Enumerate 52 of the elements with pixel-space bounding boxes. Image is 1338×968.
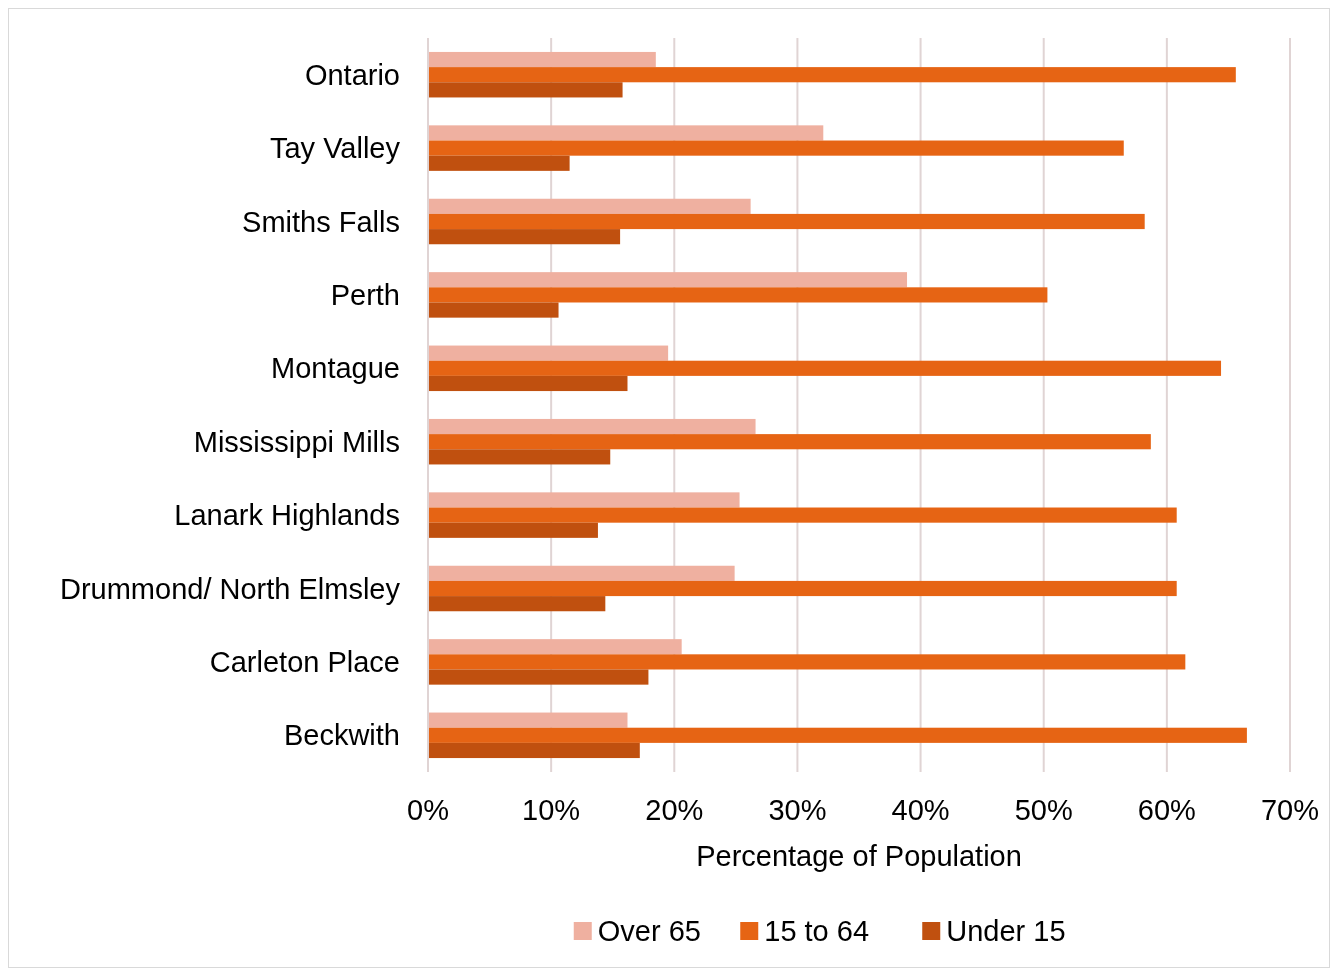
bar [428, 67, 1236, 83]
bar [428, 596, 606, 612]
bar [428, 375, 628, 392]
bar [428, 492, 740, 508]
bar [428, 727, 1247, 743]
x-tick-label: 10% [522, 794, 581, 826]
x-tick-label: 40% [891, 794, 950, 826]
x-axis-title: Percentage of Population [696, 840, 1022, 872]
bar [428, 434, 1151, 450]
bar [428, 125, 824, 141]
bar [428, 580, 1177, 597]
bar [428, 345, 669, 361]
bar [428, 449, 611, 465]
bar [428, 360, 1222, 376]
bar [428, 287, 1048, 303]
legend-label: Under 15 [946, 915, 1066, 947]
y-tick-label: Drummond/ North Elmsley [59, 572, 401, 605]
y-tick-label: Smiths Falls [242, 205, 400, 238]
x-tick-label: 30% [768, 794, 827, 826]
bar [428, 155, 570, 171]
bar [428, 272, 908, 288]
bar [428, 507, 1177, 523]
bar [428, 669, 649, 685]
y-tick-label: Perth [330, 278, 400, 311]
x-tick-label: 20% [645, 794, 704, 826]
y-tick-label: Ontario [304, 58, 400, 91]
y-tick-label: Carleton Place [209, 645, 400, 678]
bar [428, 213, 1145, 230]
x-tick-label: 70% [1260, 794, 1320, 826]
bar [428, 140, 1124, 156]
bar [428, 565, 735, 581]
bar [428, 198, 751, 214]
bar [428, 82, 623, 98]
bar [428, 654, 1186, 670]
x-tick-label: 60% [1137, 794, 1196, 826]
bar [428, 522, 598, 538]
x-tick-label: 50% [1014, 794, 1073, 826]
bar [428, 712, 628, 728]
bar [428, 302, 559, 318]
legend-label: 15 to 64 [764, 915, 870, 947]
bar [428, 639, 682, 655]
y-tick-label: Mississippi Mills [193, 425, 400, 458]
x-tick-label: 0% [407, 794, 449, 826]
bar [428, 51, 656, 68]
y-tick-label: Lanark Highlands [174, 499, 400, 532]
y-tick-label: Tay Valley [269, 132, 401, 165]
legend-label: Over 65 [597, 915, 701, 947]
y-tick-label: Montague [271, 352, 400, 385]
y-tick-label: Beckwith [283, 719, 400, 752]
bar [428, 742, 640, 759]
bar [428, 229, 621, 245]
bar [428, 418, 756, 435]
